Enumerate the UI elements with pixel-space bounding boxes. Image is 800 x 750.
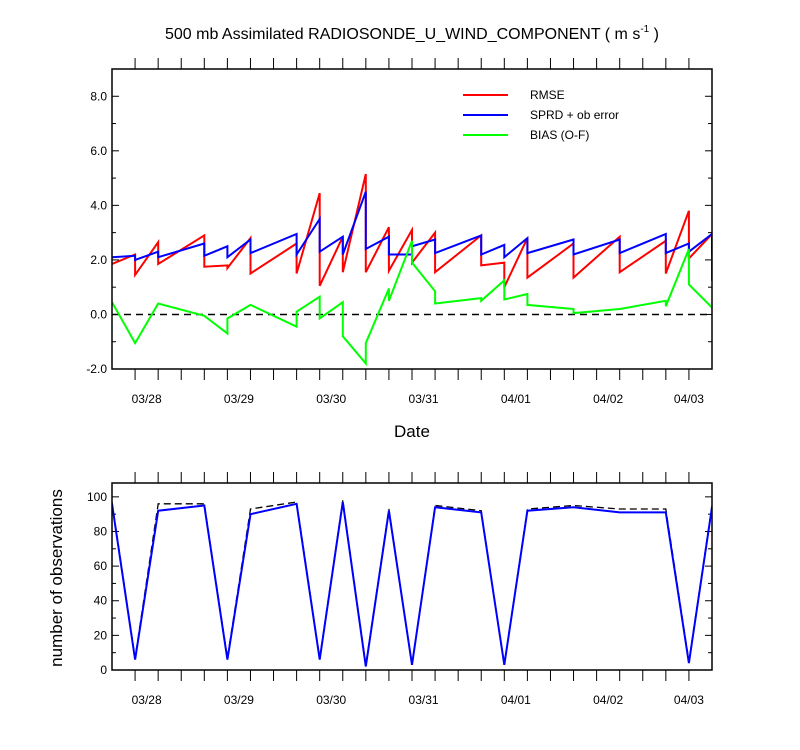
y-axis-label-observations: number of observations (47, 489, 66, 667)
y-tick-label: 4.0 (90, 198, 107, 212)
y-tick-label: 80 (94, 524, 108, 538)
plot-frame (111, 68, 713, 370)
y-tick-label: 8.0 (90, 89, 107, 103)
series-line-rmse (112, 173, 712, 288)
legend-label-rmse: RMSE (530, 88, 565, 102)
x-tick-label-03-28: 03/28 (132, 693, 162, 707)
x-tick-label-04-03: 04/03 (674, 392, 704, 406)
y-tick-label: 6.0 (90, 144, 107, 158)
x-tick-label-04-03: 04/03 (674, 693, 704, 707)
series-line-bias-o-f (112, 240, 712, 367)
chart-title-unit-superscript: -1 (640, 24, 649, 35)
bottom-panel: 0 20 40 60 80 100 03/28 03/29 03/30 03/31 04/01 04/… (87, 472, 713, 707)
x-tick-label-03-30: 03/30 (316, 392, 346, 406)
x-tick-label-04-01: 04/01 (501, 693, 531, 707)
x-tick-label-04-02: 04/02 (593, 693, 623, 707)
x-tick-label-03-29: 03/29 (224, 392, 254, 406)
y-tick-label: -2.0 (86, 362, 107, 376)
y-tick-label: 2.0 (90, 253, 107, 267)
x-axis-label: Date (394, 422, 430, 441)
x-tick-label-03-28: 03/28 (132, 392, 162, 406)
y-tick-label: 40 (94, 594, 108, 608)
y-tick-label: 0 (100, 663, 107, 677)
x-tick-label-03-31: 03/31 (409, 693, 439, 707)
plot-frame (111, 482, 713, 671)
chart-title: 500 mb Assimilated RADIOSONDE_U_WIND_COM… (165, 24, 659, 43)
top-panel: -2.0 0.0 2.0 4.0 6.0 8.0 03/28 03/29 03/30 03/31 0… (86, 58, 713, 406)
y-tick-label: 60 (94, 559, 108, 573)
series-line-assimilated-observations (112, 501, 712, 667)
y-tick-label: 20 (94, 628, 108, 642)
legend-label-bias-o-f: BIAS (O-F) (530, 128, 589, 142)
chart-title-text: 500 mb Assimilated RADIOSONDE_U_WIND_COM… (165, 26, 640, 43)
x-tick-label-04-02: 04/02 (593, 392, 623, 406)
chart-title-close: ) (649, 26, 659, 43)
x-tick-label-03-29: 03/29 (224, 693, 254, 707)
legend-label-sprd-ob-error: SPRD + ob error (530, 108, 619, 122)
x-tick-label-03-31: 03/31 (409, 392, 439, 406)
series-line-sprd-ob-error (112, 191, 712, 262)
y-tick-label: 0.0 (90, 307, 107, 321)
x-tick-label-03-30: 03/30 (316, 693, 346, 707)
x-tick-label-04-01: 04/01 (501, 392, 531, 406)
y-tick-label: 100 (87, 490, 107, 504)
